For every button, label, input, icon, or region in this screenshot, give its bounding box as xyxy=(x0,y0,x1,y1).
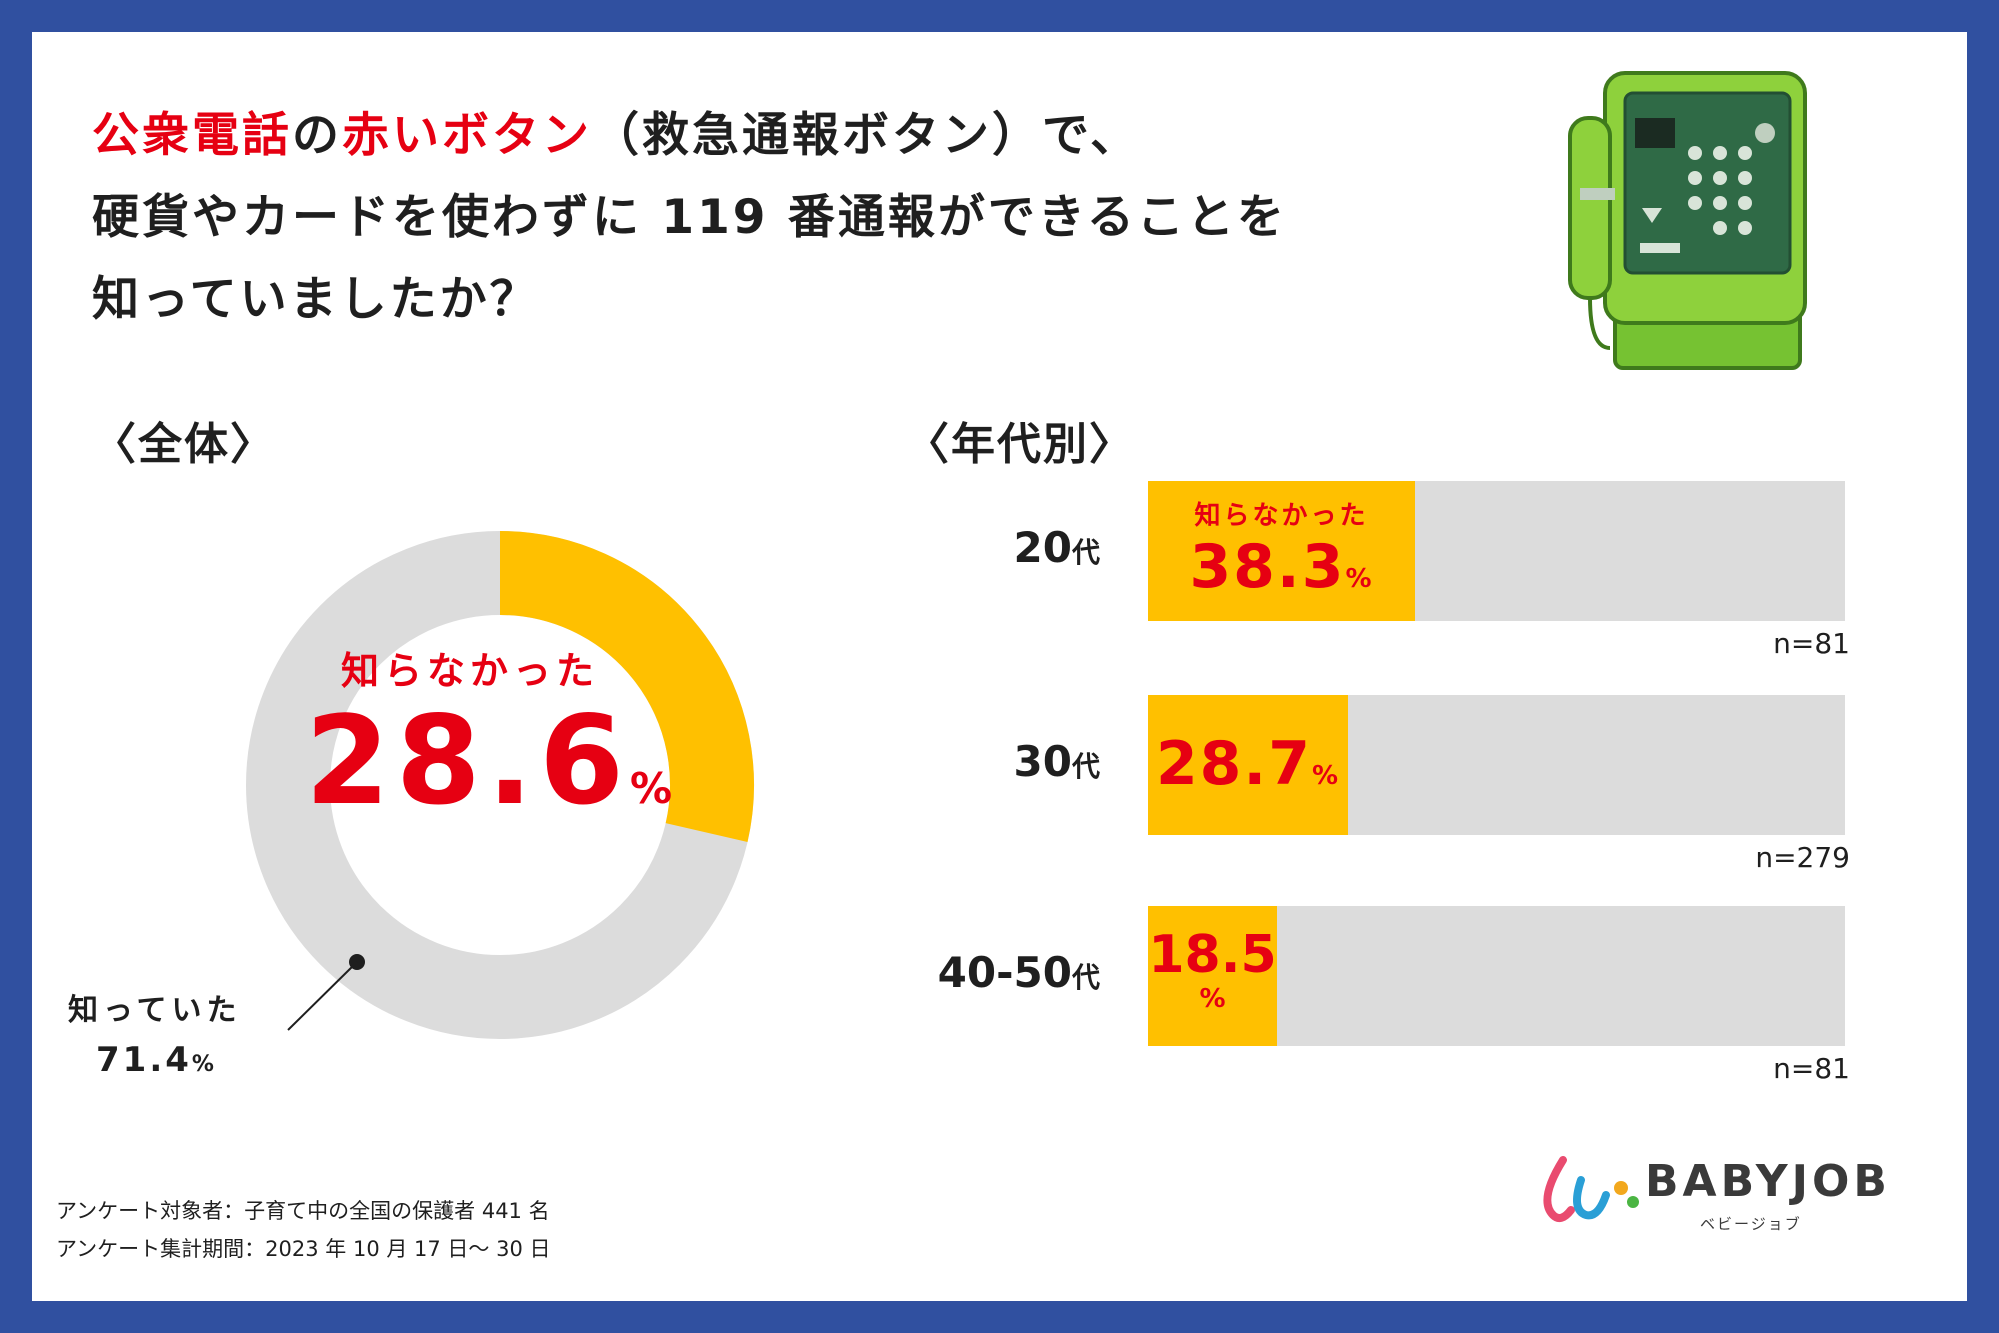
donut-unknown-label: 知らなかった xyxy=(340,649,599,693)
title-line-3: 知っていましたか？ xyxy=(92,272,540,327)
title-line-2: 硬貨やカードを使わずに 119 番通報ができることを xyxy=(92,190,1287,245)
age-section-label: 〈年代別〉 xyxy=(905,419,1135,470)
logo-text: BABYJOB xyxy=(1645,1156,1891,1207)
donut-unknown-value: 28.6% xyxy=(305,690,673,832)
bar-value: 18.5 xyxy=(1148,925,1277,985)
age-suffix: 代 xyxy=(1071,961,1100,994)
bar-fill xyxy=(1148,906,1277,1046)
page-title: 公衆電話の赤いボタン（救急通報ボタン）で、 硬貨やカードを使わずに 119 番通… xyxy=(92,95,1287,341)
bar-sample-size: n=81 xyxy=(1773,1052,1850,1085)
bar-category-label: 30代 xyxy=(800,737,1100,786)
age-suffix: 代 xyxy=(1071,750,1100,783)
overall-donut-chart xyxy=(246,531,754,1039)
donut-known-value: 71.4% xyxy=(96,1040,217,1080)
donut-known-label: 知っていた xyxy=(68,993,242,1028)
age-suffix: 代 xyxy=(1071,536,1100,569)
bar-sample-size: n=81 xyxy=(1773,627,1850,660)
age-number: 30 xyxy=(1013,737,1072,786)
donut-segment-unknown xyxy=(499,531,754,842)
age-number: 20 xyxy=(1013,523,1072,572)
leader-line xyxy=(287,954,365,1031)
bar-value: 38.3% xyxy=(1189,532,1374,602)
overall-section-label: 〈全体〉 xyxy=(92,419,276,470)
logo-subtext: ベビージョブ xyxy=(1700,1215,1802,1233)
bar-fill xyxy=(1148,695,1348,835)
babyjob-logo-mark xyxy=(1543,1156,1639,1223)
bar-value-pct: % xyxy=(1199,984,1226,1014)
survey-target: アンケート対象者：子育て中の全国の保護者 441 名 xyxy=(56,1199,550,1223)
title-line-1: 公衆電話の赤いボタン（救急通報ボタン）で、 xyxy=(92,108,1141,163)
bar-value: 28.7% xyxy=(1155,729,1341,799)
bar-value-label: 知らなかった 38.3% xyxy=(1148,495,1415,614)
age-number: 40-50 xyxy=(937,948,1072,997)
bar-category-label: 20代 xyxy=(800,523,1100,572)
payphone-illustration xyxy=(1568,71,1807,370)
bar-series-label: 知らなかった xyxy=(1194,501,1369,531)
bar-sample-size: n=279 xyxy=(1755,841,1850,874)
bar-category-label: 40-50代 xyxy=(800,948,1100,997)
bar-value-label: 28.7% xyxy=(1148,729,1348,811)
survey-period: アンケート集計期間：2023 年 10 月 17 日〜 30 日 xyxy=(56,1237,551,1261)
bar-value-label: 18.5% xyxy=(1148,926,1277,1014)
bar-fill xyxy=(1148,481,1415,621)
